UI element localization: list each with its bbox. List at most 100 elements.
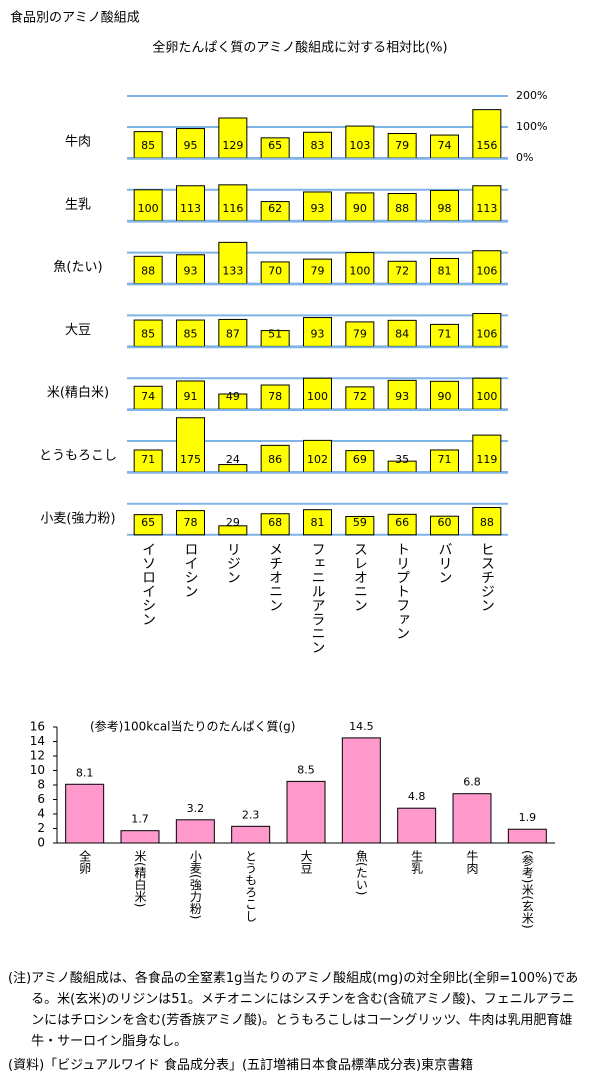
bar: [472, 250, 502, 285]
bar: [218, 318, 248, 347]
value-label: 71: [438, 327, 452, 340]
value-label: 79: [353, 327, 367, 340]
note-row: (注) アミノ酸組成は、各食品の全窒素1g当たりのアミノ酸組成(mg)の対全卵比(…: [8, 968, 584, 1052]
bar: [65, 783, 105, 844]
value-label: 90: [438, 390, 452, 403]
chart-subtitle: 全卵たんぱく質のアミノ酸組成に対する相対比(%): [152, 40, 447, 56]
value-label: 29: [226, 516, 240, 529]
y-tick-label: 6: [37, 792, 45, 806]
y-tick-label: 200%: [516, 89, 547, 102]
y-tick-label: 8: [37, 778, 45, 792]
row-label: 生乳: [65, 197, 91, 212]
bar: [507, 828, 547, 844]
value-label: 60: [438, 516, 452, 529]
notes: (注) アミノ酸組成は、各食品の全窒素1g当たりのアミノ酸組成(mg)の対全卵比(…: [8, 968, 584, 1076]
value-label: 62: [268, 202, 282, 215]
x-tick-label: スレオニン: [352, 542, 368, 612]
bar: [472, 185, 502, 222]
source-label: (資料): [8, 1058, 45, 1073]
page-title: 食品別のアミノ酸組成: [10, 10, 140, 26]
value-label: 84: [395, 327, 409, 340]
x-tick-label: イソロイシン: [140, 542, 156, 626]
x-tick-label: ヒスチジン: [479, 542, 495, 612]
bar: [430, 257, 459, 285]
value-label: 93: [395, 390, 409, 403]
value-label: 6.8: [463, 776, 481, 789]
value-label: 119: [476, 453, 497, 466]
x-tick-label: (参考)米(玄米): [520, 850, 534, 929]
value-label: 86: [268, 453, 282, 466]
value-label: 49: [226, 390, 240, 403]
bar: [472, 313, 502, 347]
value-label: 113: [476, 202, 497, 215]
source-text: 「ビジュアルワイド 食品成分表」(五訂増補日本食品標準成分表)東京書籍: [44, 1058, 474, 1073]
bar: [176, 128, 205, 159]
row-label: 小麦(強力粉): [40, 511, 115, 526]
bar: [472, 377, 502, 410]
value-label: 106: [476, 327, 497, 340]
x-tick-label: とうもろこし: [244, 850, 258, 922]
value-label: 70: [268, 265, 282, 278]
value-label: 79: [311, 265, 325, 278]
value-label: 100: [307, 390, 328, 403]
value-label: 1.9: [519, 811, 537, 824]
value-label: 74: [141, 390, 155, 403]
x-tick-label: フェニルアラニン: [310, 542, 326, 654]
bar: [345, 192, 375, 222]
x-tick-label: 生乳: [410, 850, 424, 874]
bar: [231, 825, 271, 844]
bar: [303, 377, 332, 410]
value-label: 79: [395, 139, 409, 152]
value-label: 98: [438, 202, 452, 215]
value-label: 66: [395, 516, 409, 529]
bar: [472, 434, 502, 473]
y-tick-label: 10: [30, 763, 45, 777]
value-label: 88: [480, 516, 494, 529]
value-label: 65: [268, 139, 282, 152]
chart: 食品別のアミノ酸組成 全卵たんぱく質のアミノ酸組成に対する相対比(%) (参考)…: [10, 10, 555, 929]
row-label: 魚(たい): [53, 260, 102, 275]
bar: [133, 514, 163, 536]
value-label: 95: [184, 139, 198, 152]
value-label: 88: [395, 202, 409, 215]
bar: [387, 193, 417, 222]
value-label: 88: [141, 265, 155, 278]
row-label: 牛肉: [65, 135, 91, 150]
value-label: 116: [222, 202, 243, 215]
y-tick-label: 100%: [516, 120, 547, 133]
row-label: 米(精白米): [47, 385, 109, 401]
bar: [260, 444, 290, 473]
bar: [133, 189, 163, 222]
bar: [133, 319, 163, 347]
bar: [260, 384, 290, 410]
x-tick-label: メチオニン: [267, 542, 283, 612]
value-label: 106: [476, 265, 497, 278]
value-label: 1.7: [131, 813, 149, 826]
bar: [452, 793, 492, 844]
bar: [218, 241, 248, 285]
value-label: 2.3: [242, 808, 260, 821]
value-label: 100: [138, 202, 159, 215]
bar: [397, 807, 437, 844]
value-label: 91: [184, 390, 198, 403]
y-tick-label: 4: [37, 807, 45, 821]
value-label: 85: [141, 327, 155, 340]
x-tick-label: 小麦(強力粉): [188, 850, 202, 920]
bar: [260, 513, 290, 536]
value-label: 90: [353, 202, 367, 215]
bar: [303, 439, 332, 473]
value-label: 100: [349, 265, 370, 278]
bar: [303, 131, 332, 159]
value-label: 81: [438, 265, 452, 278]
bar: [430, 515, 459, 536]
x-tick-label: 大豆: [299, 850, 313, 874]
bar: [303, 258, 332, 285]
value-label: 8.5: [297, 763, 315, 776]
bar: [430, 380, 459, 410]
x-tick-label: 米(精白米): [133, 850, 147, 908]
x-tick-label: ロイシン: [183, 542, 199, 598]
bar: [218, 525, 248, 536]
bar: [120, 830, 160, 844]
value-label: 93: [311, 327, 325, 340]
value-label: 78: [184, 516, 198, 529]
